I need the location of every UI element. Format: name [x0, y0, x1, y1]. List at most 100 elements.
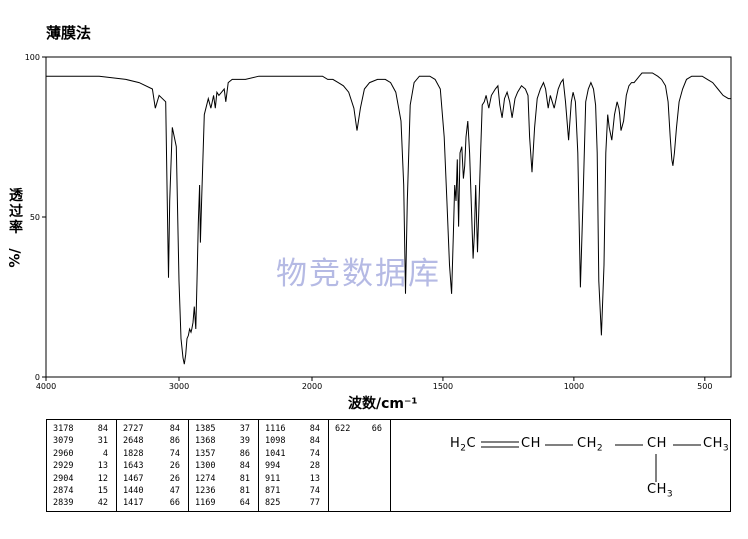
peak-transmittance: 81 [239, 486, 250, 496]
y-tick-label: 50 [30, 213, 40, 222]
peak-wavenumber: 622 [335, 424, 351, 434]
formula-ch3-bottom-text: CH [647, 482, 667, 497]
x-axis-label: 波数/cm⁻¹ [348, 396, 418, 412]
peak-column-3: 1385 37 1368 39 1357 86 1300 84 1274 81 1236 81 1169… [189, 420, 259, 511]
peak-wavenumber: 1440 [123, 486, 144, 496]
peak-wavenumber: 1116 [265, 424, 286, 434]
peak-column-4: 1116 84 1098 84 1041 74 994 28 911 13 871 74 825 77 [259, 420, 329, 511]
peak-wavenumber: 2929 [53, 461, 74, 472]
peak-wavenumber: 994 [265, 461, 281, 472]
peak-transmittance: 12 [97, 473, 108, 484]
formula-c: C [466, 436, 477, 451]
peak-transmittance: 81 [239, 473, 250, 484]
peak-transmittance: 42 [97, 498, 108, 509]
single-bond-2 [615, 444, 643, 446]
peak-wavenumber: 2904 [53, 473, 74, 484]
peak-wavenumber: 1274 [195, 473, 216, 484]
formula-ch3-right-sub: 3 [722, 443, 730, 454]
peak-column-5: 622 66 [329, 420, 391, 511]
peak-transmittance: 77 [309, 498, 320, 509]
peak-table: 3178 84 3079 31 2960 4 2929 13 2904 12 2874 15 2839 4… [46, 419, 731, 512]
peak-transmittance: 66 [169, 498, 180, 509]
formula-h: H [450, 436, 461, 451]
peak-transmittance: 64 [239, 498, 250, 509]
peak-transmittance: 86 [169, 436, 180, 447]
single-bond-4 [655, 454, 657, 482]
formula-ch3-bottom-sub: 3 [666, 489, 674, 500]
formula-h2c: H2C [450, 436, 476, 454]
peak-column-1: 3178 84 3079 31 2960 4 2929 13 2904 12 2874 15 2839 4… [47, 420, 117, 511]
peak-transmittance: 39 [239, 436, 250, 447]
formula-ch2-sub: 2 [596, 443, 604, 454]
peak-wavenumber: 825 [265, 498, 281, 509]
peak-transmittance: 74 [309, 448, 320, 459]
peak-wavenumber: 2839 [53, 498, 74, 509]
ir-spectrum-chart: 4000 3000 2000 1500 1000 500 0 50 100 [25, 53, 732, 391]
formula-ch3-right-text: CH [703, 436, 723, 451]
structural-formula: H2C CH CH2 CH CH3 CH3 [437, 420, 732, 513]
peak-wavenumber: 1300 [195, 461, 216, 472]
peak-transmittance: 15 [97, 486, 108, 496]
plot-frame [45, 56, 732, 378]
peak-wavenumber: 1828 [123, 448, 144, 459]
peak-transmittance: 28 [309, 461, 320, 472]
peak-wavenumber: 1417 [123, 498, 144, 509]
peak-transmittance: 26 [169, 473, 180, 484]
formula-h2c-sub: 2 [460, 443, 467, 454]
peak-transmittance: 13 [97, 461, 108, 472]
peak-transmittance: 84 [309, 436, 320, 447]
peak-column-2: 2727 84 2648 86 1828 74 1643 26 1467 26 1440 47 1417… [117, 420, 189, 511]
watermark: 物竞数据库 [276, 256, 441, 292]
y-tick-label: 100 [25, 53, 40, 62]
peak-transmittance: 84 [309, 424, 320, 434]
y-tick-label: 0 [35, 373, 40, 382]
formula-ch-1: CH [521, 436, 541, 451]
peak-wavenumber: 1357 [195, 448, 216, 459]
peak-wavenumber: 871 [265, 486, 281, 496]
peak-transmittance: 37 [239, 424, 250, 434]
formula-ch3-right: CH3 [703, 436, 729, 454]
peak-wavenumber: 1385 [195, 424, 216, 434]
formula-ch-2: CH [647, 436, 667, 451]
double-bond [481, 441, 519, 448]
peak-transmittance: 84 [169, 424, 180, 434]
peak-wavenumber: 2960 [53, 448, 74, 459]
y-axis-unit: %/ [8, 248, 24, 268]
y-axis-unit-text: % [8, 253, 24, 268]
peak-transmittance: 31 [97, 436, 108, 447]
x-tick-label: 4000 [36, 382, 56, 391]
peak-transmittance: 13 [309, 473, 320, 484]
x-tick-label: 500 [697, 382, 712, 391]
peak-wavenumber: 2874 [53, 486, 74, 496]
formula-ch3-bottom: CH3 [647, 482, 673, 500]
peak-transmittance: 66 [371, 424, 382, 434]
peak-wavenumber: 3178 [53, 424, 74, 434]
peak-wavenumber: 2727 [123, 424, 144, 434]
peak-wavenumber: 1467 [123, 473, 144, 484]
peak-transmittance: 26 [169, 461, 180, 472]
peak-transmittance: 84 [239, 461, 250, 472]
peak-transmittance: 47 [169, 486, 180, 496]
peak-wavenumber: 3079 [53, 436, 74, 447]
peak-transmittance: 74 [169, 448, 180, 459]
peak-transmittance: 86 [239, 448, 250, 459]
peak-wavenumber: 1169 [195, 498, 216, 509]
peak-wavenumber: 2648 [123, 436, 144, 447]
y-axis-label: 透过率 %/ [5, 188, 27, 268]
peak-wavenumber: 1236 [195, 486, 216, 496]
peak-wavenumber: 1041 [265, 448, 286, 459]
peak-wavenumber: 911 [265, 473, 281, 484]
spectrum-line [46, 72, 731, 365]
x-tick-label: 1500 [433, 382, 453, 391]
peak-wavenumber: 1643 [123, 461, 144, 472]
single-bond-3 [673, 444, 701, 446]
single-bond-1 [545, 444, 573, 446]
peak-transmittance: 74 [309, 486, 320, 496]
peak-transmittance: 84 [97, 424, 108, 434]
page-title: 薄膜法 [46, 24, 92, 42]
x-tick-label: 3000 [169, 382, 189, 391]
y-axis-label-text: 透过率 [9, 188, 23, 236]
peak-transmittance: 4 [102, 448, 108, 459]
peak-wavenumber: 1098 [265, 436, 286, 447]
x-tick-label: 2000 [302, 382, 322, 391]
